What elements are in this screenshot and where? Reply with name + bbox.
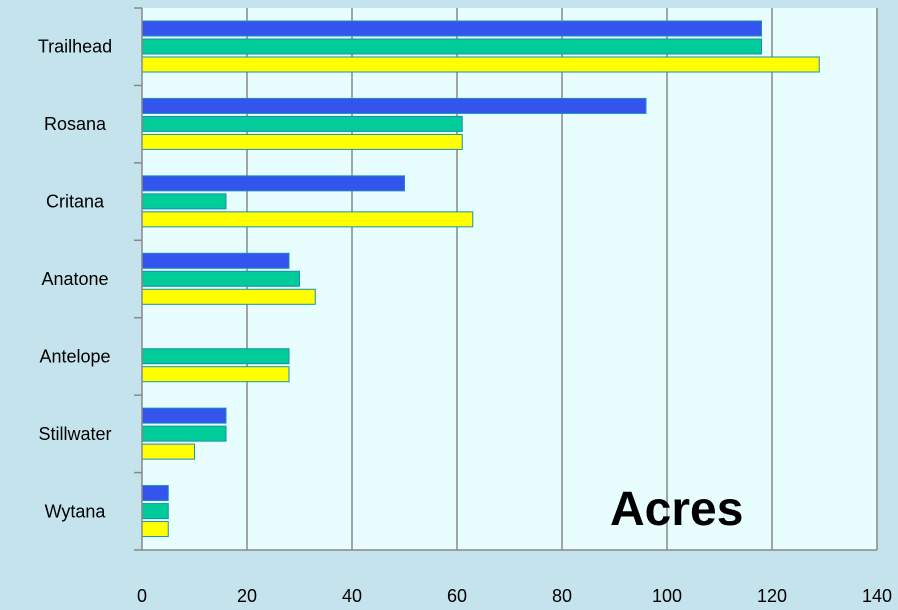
bar — [141, 115, 463, 132]
bar — [141, 425, 227, 442]
category-labels: Trailhead Rosana Critana Anatone Antelope Sti… — [38, 37, 112, 522]
bar — [141, 485, 169, 502]
x-tick-label: 140 — [862, 586, 892, 606]
category-label: Rosana — [44, 114, 107, 134]
x-tick-labels: 0 20 40 60 80 100 120 140 — [137, 586, 892, 606]
category-label: Trailhead — [38, 37, 112, 57]
category-label: Stillwater — [38, 424, 111, 444]
bar — [141, 366, 290, 383]
bar — [141, 270, 300, 287]
bar — [141, 20, 762, 37]
bar — [141, 56, 820, 73]
bar — [141, 252, 290, 269]
x-tick-label: 40 — [342, 586, 362, 606]
bar — [141, 521, 169, 538]
x-tick-label: 80 — [552, 586, 572, 606]
bar — [141, 348, 290, 365]
x-tick-label: 120 — [757, 586, 787, 606]
x-tick-label: 60 — [447, 586, 467, 606]
bar — [141, 193, 227, 210]
bar — [141, 407, 227, 424]
x-tick-label: 0 — [137, 586, 147, 606]
category-label: Critana — [46, 192, 105, 212]
bar — [141, 38, 762, 55]
bar — [141, 211, 474, 228]
category-label: Wytana — [45, 501, 107, 521]
bar — [141, 288, 316, 305]
bars — [141, 20, 820, 538]
bar — [141, 503, 169, 520]
bar — [141, 133, 463, 150]
bar — [141, 97, 647, 114]
acres-label: Acres — [610, 483, 743, 536]
bar — [141, 443, 195, 460]
category-label: Anatone — [41, 269, 108, 289]
category-label: Antelope — [39, 346, 110, 366]
x-tick-label: 20 — [237, 586, 257, 606]
bar — [141, 175, 405, 192]
x-tick-label: 100 — [652, 586, 682, 606]
axes — [134, 7, 877, 551]
